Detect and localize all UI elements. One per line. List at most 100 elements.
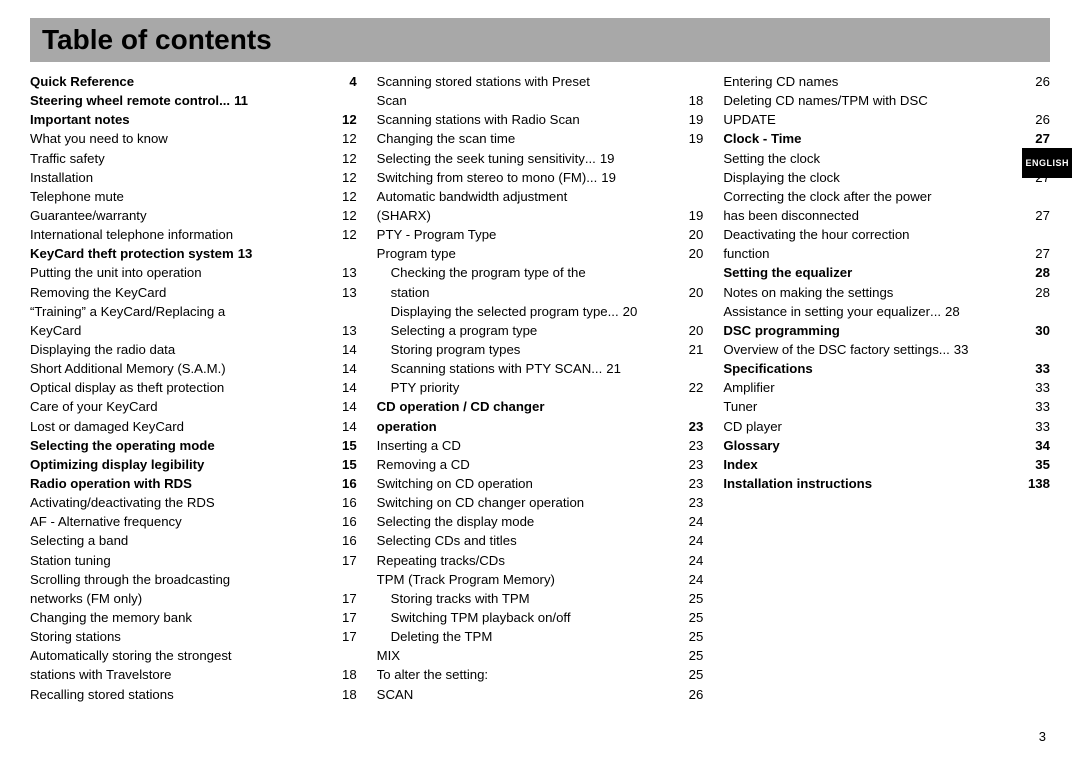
toc-entry: Putting the unit into operation 13	[30, 263, 357, 282]
toc-page: 18	[338, 665, 357, 684]
toc-entry: Tuner 33	[723, 397, 1050, 416]
toc-entry: Selecting a band 16	[30, 531, 357, 550]
toc-label: Amplifier	[723, 378, 774, 397]
toc-label: Lost or damaged KeyCard	[30, 417, 184, 436]
toc-page: 35	[1031, 455, 1050, 474]
toc-continuation: Scanning stored stations with Preset	[377, 72, 704, 91]
toc-label: Assistance in setting your equalizer	[723, 302, 930, 321]
toc-entry: Radio operation with RDS 16	[30, 474, 357, 493]
toc-label: Important notes	[30, 110, 130, 129]
toc-entry: Scanning stations with PTY SCAN ... 21	[377, 359, 704, 378]
toc-entry: Scan 18	[377, 91, 704, 110]
toc-page: 24	[685, 531, 704, 550]
page-title: Table of contents	[42, 24, 1038, 56]
language-tab: ENGLISH	[1022, 148, 1072, 178]
toc-label: Telephone mute	[30, 187, 124, 206]
toc-label: Scanning stations with PTY SCAN	[391, 359, 592, 378]
toc-label: Clock - Time	[723, 129, 801, 148]
toc-label: MIX	[377, 646, 400, 665]
toc-continuation: Checking the program type of the	[377, 263, 704, 282]
toc-page: 28	[941, 302, 960, 321]
toc-label: AF - Alternative frequency	[30, 512, 182, 531]
toc-entry: Index 35	[723, 455, 1050, 474]
toc-entry: Displaying the selected program type ...…	[377, 302, 704, 321]
toc-continuation: Automatic bandwidth adjustment	[377, 187, 704, 206]
toc-page: 17	[338, 589, 357, 608]
toc-entry: UPDATE 26	[723, 110, 1050, 129]
toc-page: 138	[1024, 474, 1050, 493]
toc-entry: Amplifier 33	[723, 378, 1050, 397]
toc-label: SCAN	[377, 685, 414, 704]
toc-label: Selecting CDs and titles	[377, 531, 517, 550]
toc-entry: Program type 20	[377, 244, 704, 263]
toc-entry: Storing program types 21	[377, 340, 704, 359]
toc-page: 33	[950, 340, 969, 359]
toc-label: TPM (Track Program Memory)	[377, 570, 555, 589]
toc-entry: Changing the scan time 19	[377, 129, 704, 148]
toc-label: International telephone information	[30, 225, 233, 244]
toc-page: 13	[338, 283, 357, 302]
toc-label: Optical display as theft protection	[30, 378, 224, 397]
toc-entry: Quick Reference 4	[30, 72, 357, 91]
toc-entry: Selecting the operating mode 15	[30, 436, 357, 455]
toc-page: 13	[234, 244, 253, 263]
toc-label: stations with Travelstore	[30, 665, 171, 684]
toc-page: 12	[338, 110, 357, 129]
toc-page: 24	[685, 512, 704, 531]
toc-page: 21	[685, 340, 704, 359]
toc-page: 14	[338, 397, 357, 416]
toc-label: Recalling stored stations	[30, 685, 174, 704]
toc-label: (SHARX)	[377, 206, 431, 225]
toc-page: 16	[338, 512, 357, 531]
toc-page: 33	[1031, 378, 1050, 397]
toc-label: Switching on CD changer operation	[377, 493, 584, 512]
toc-leader: ...	[930, 302, 941, 321]
toc-entry: Activating/deactivating the RDS 16	[30, 493, 357, 512]
table-of-contents: Quick Reference 4Steering wheel remote c…	[30, 72, 1050, 722]
toc-label: UPDATE	[723, 110, 776, 129]
toc-entry: International telephone information 12	[30, 225, 357, 244]
toc-entry: Storing stations 17	[30, 627, 357, 646]
toc-page: 15	[338, 455, 357, 474]
toc-continuation: CD operation / CD changer	[377, 397, 704, 416]
toc-label: PTY - Program Type	[377, 225, 497, 244]
toc-entry: Recalling stored stations 18	[30, 685, 357, 704]
toc-label: DSC programming	[723, 321, 840, 340]
toc-entry: Glossary 34	[723, 436, 1050, 455]
toc-entry: To alter the setting: 25	[377, 665, 704, 684]
toc-label: Selecting a band	[30, 531, 128, 550]
toc-page: 20	[685, 283, 704, 302]
toc-label: To alter the setting:	[377, 665, 488, 684]
toc-entry: PTY priority 22	[377, 378, 704, 397]
toc-label: Changing the scan time	[377, 129, 516, 148]
toc-entry: function 27	[723, 244, 1050, 263]
toc-entry: KeyCard theft protection system 13	[30, 244, 357, 263]
toc-label: Care of your KeyCard	[30, 397, 158, 416]
toc-entry: Optimizing display legibility 15	[30, 455, 357, 474]
toc-page: 12	[338, 168, 357, 187]
toc-page: 27	[1031, 129, 1050, 148]
toc-page: 19	[685, 129, 704, 148]
toc-entry: Inserting a CD 23	[377, 436, 704, 455]
toc-entry: Installation instructions 138	[723, 474, 1050, 493]
toc-entry: Setting the clock 27	[723, 149, 1050, 168]
toc-label: Storing stations	[30, 627, 121, 646]
toc-entry: Guarantee/warranty 12	[30, 206, 357, 225]
toc-page: 28	[1031, 263, 1050, 282]
toc-entry: Overview of the DSC factory settings ...…	[723, 340, 1050, 359]
toc-entry: Traffic safety 12	[30, 149, 357, 168]
toc-page: 25	[685, 589, 704, 608]
toc-leader: ...	[939, 340, 950, 359]
toc-leader: ...	[608, 302, 619, 321]
toc-entry: Entering CD names 26	[723, 72, 1050, 91]
toc-label: Station tuning	[30, 551, 111, 570]
toc-page: 19	[597, 168, 616, 187]
toc-label: Specifications	[723, 359, 812, 378]
toc-label: Switching from stereo to mono (FM)	[377, 168, 587, 187]
toc-continuation: Scrolling through the broadcasting	[30, 570, 357, 589]
toc-entry: Selecting the seek tuning sensitivity ..…	[377, 149, 704, 168]
toc-label: Installation	[30, 168, 93, 187]
toc-entry: Short Additional Memory (S.A.M.) 14	[30, 359, 357, 378]
toc-page: 34	[1031, 436, 1050, 455]
toc-page: 19	[685, 110, 704, 129]
